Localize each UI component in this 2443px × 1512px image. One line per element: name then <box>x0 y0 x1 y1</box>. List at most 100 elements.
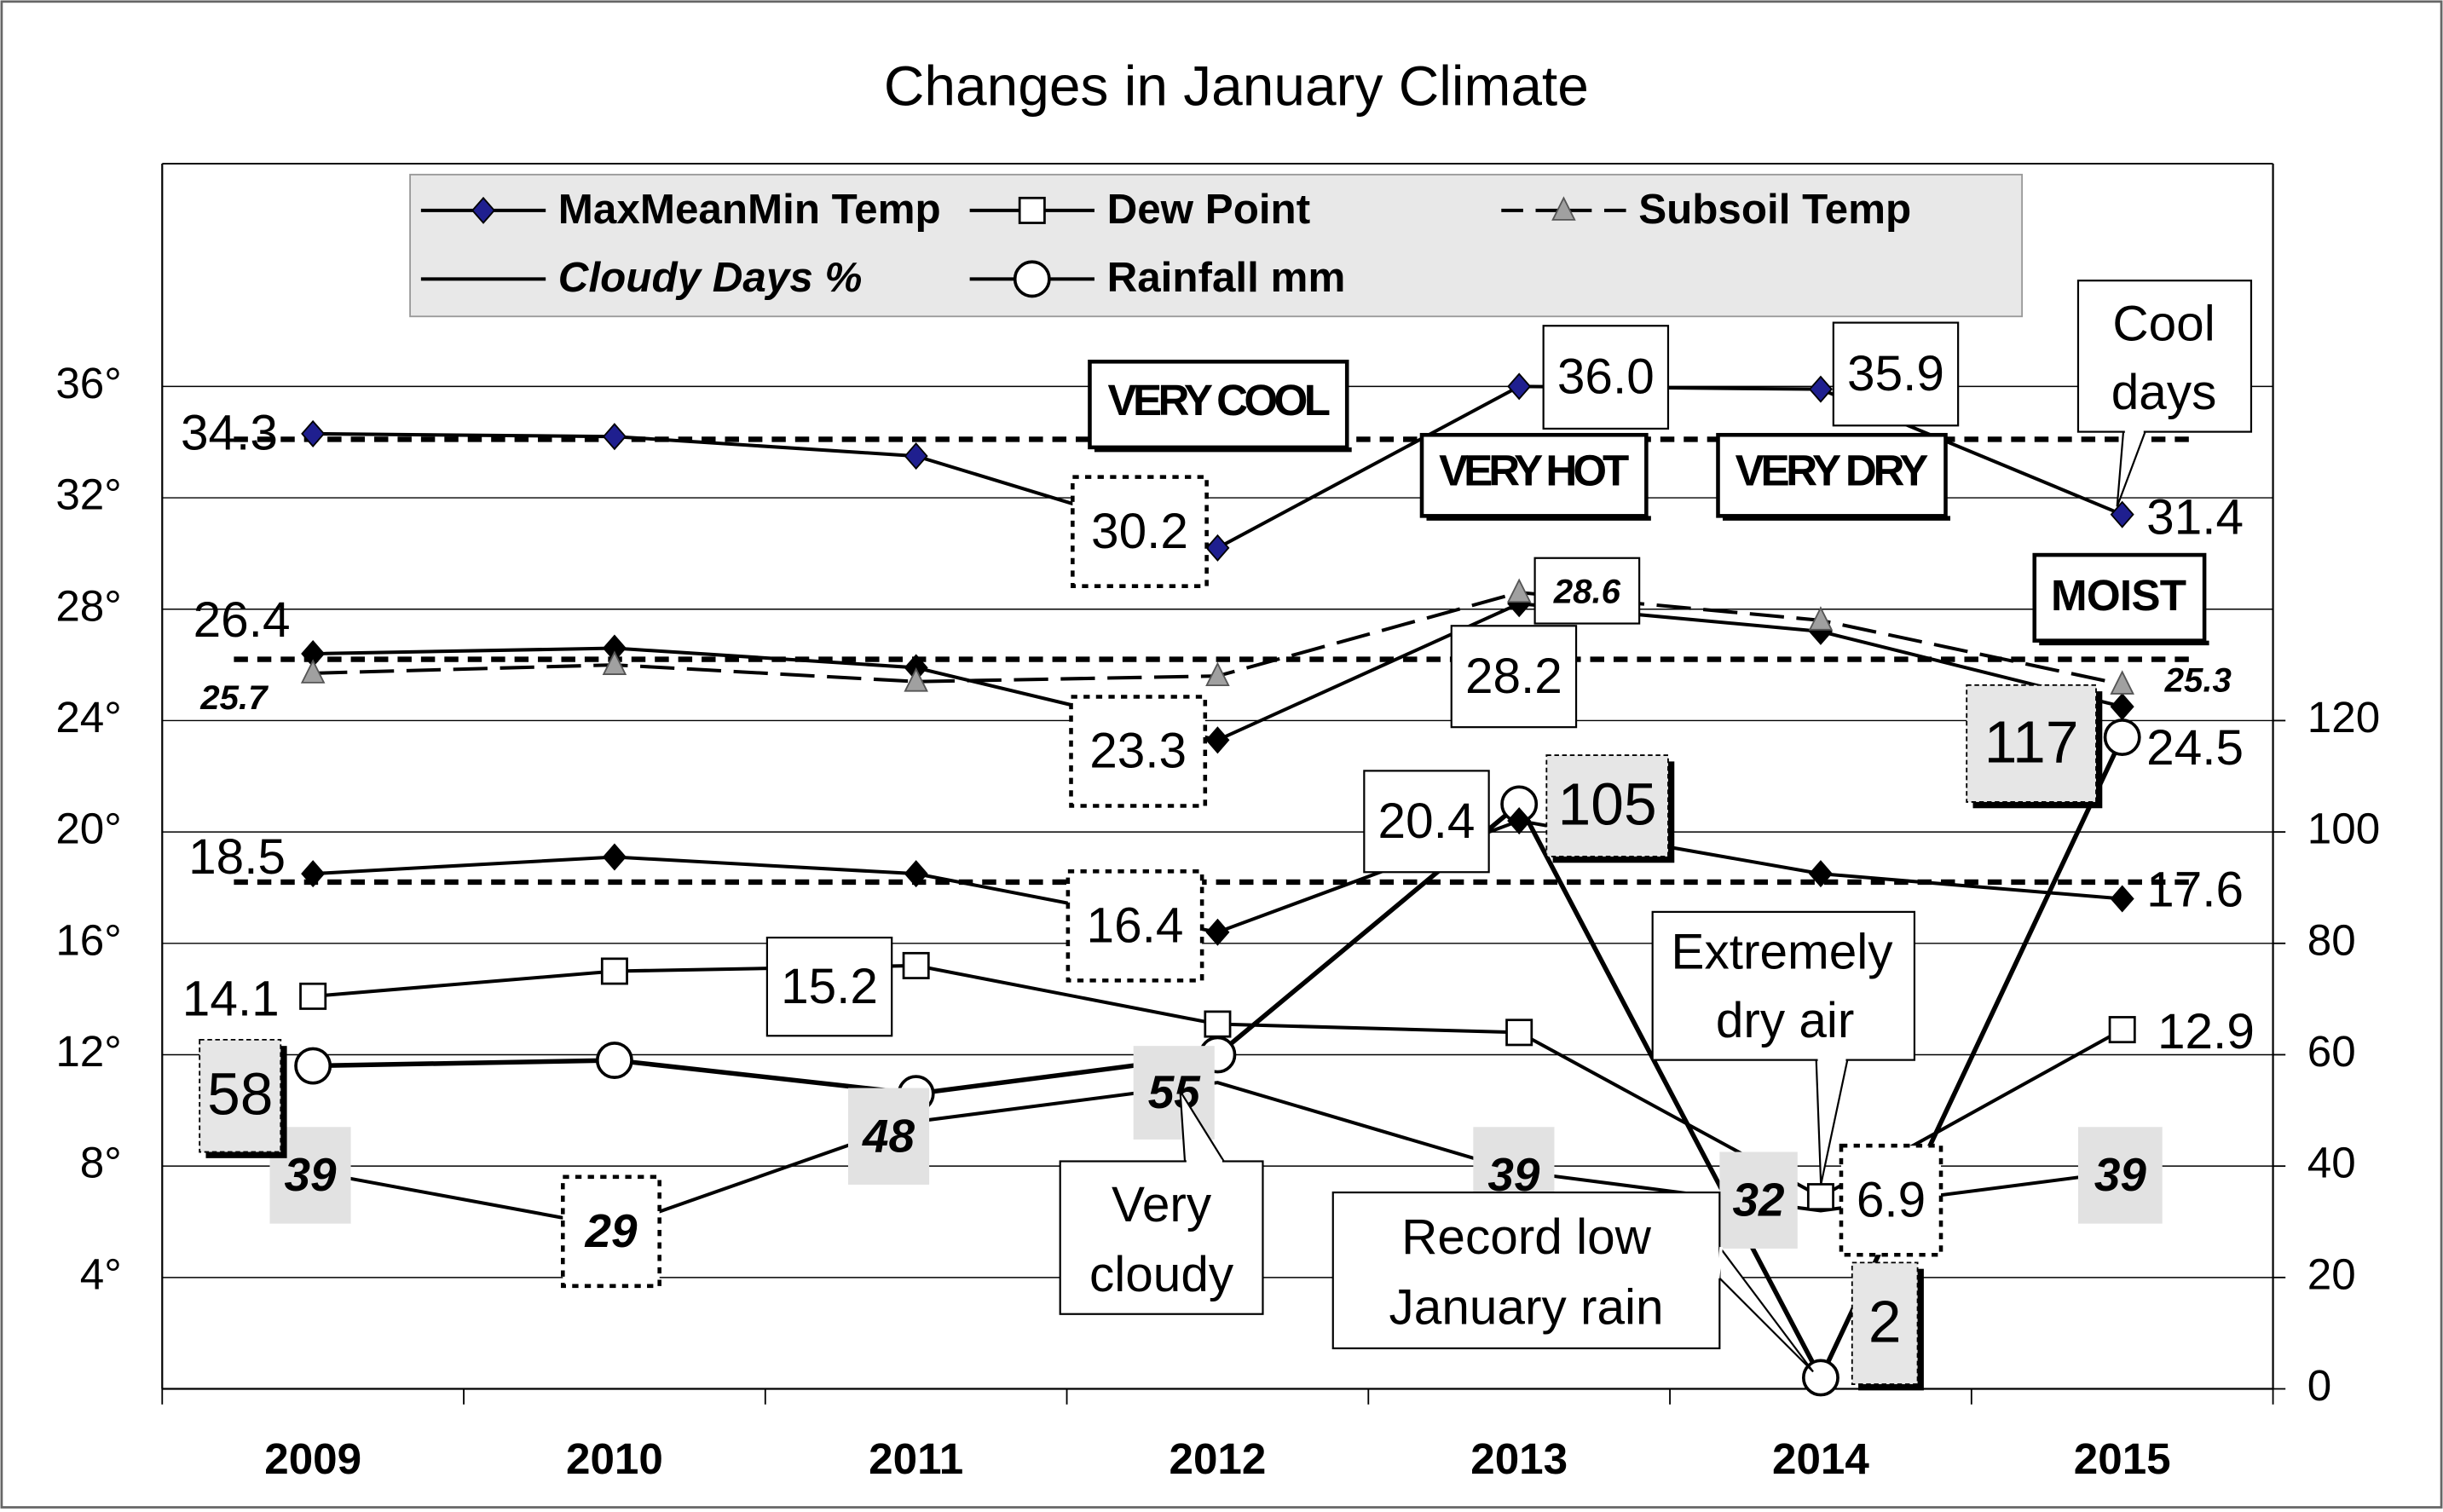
label-box <box>847 1088 930 1185</box>
data-label: 16.4 <box>1087 897 1184 953</box>
data-label: 39 <box>2094 1148 2147 1201</box>
label-box <box>1966 684 2097 803</box>
point <box>299 982 327 1010</box>
point <box>602 650 627 675</box>
annotation-box <box>1059 1160 1264 1315</box>
label-box <box>1071 475 1209 588</box>
data-label: 26.4 <box>193 592 291 648</box>
annotation: VERY HOT <box>1439 447 1629 495</box>
label-box <box>1069 695 1208 808</box>
y2-tick-label: 40 <box>2307 1139 2356 1187</box>
point <box>1205 918 1230 946</box>
annotation: Record low <box>1401 1209 1651 1265</box>
point <box>1205 534 1230 562</box>
y-tick-label: 4° <box>80 1249 122 1298</box>
point <box>904 860 928 888</box>
point <box>600 957 628 985</box>
data-label: 6.9 <box>1857 1172 1926 1227</box>
data-label: 39 <box>285 1148 338 1201</box>
point <box>300 659 326 684</box>
point <box>2103 718 2141 756</box>
x-tick-label: 2011 <box>869 1434 963 1483</box>
annotation-box <box>1331 1191 1721 1350</box>
annotation-box <box>1419 432 1649 518</box>
y2-tick-label: 60 <box>2307 1027 2356 1076</box>
x-tick-label: 2009 <box>264 1434 361 1483</box>
y2-tick-label: 0 <box>2307 1361 2331 1410</box>
annotation: Very <box>1112 1177 1212 1232</box>
y-tick-label: 24° <box>55 693 121 742</box>
label-box <box>1066 869 1204 983</box>
data-label: 34.3 <box>181 406 278 461</box>
x-tick-label: 2012 <box>1169 1434 1266 1483</box>
label-box <box>1832 321 1960 427</box>
y2-tick-label: 100 <box>2307 805 2380 853</box>
annotation-shadow <box>1426 516 1651 521</box>
x-tick-label: 2014 <box>1772 1434 1869 1483</box>
y-tick-label: 36° <box>55 359 121 407</box>
point <box>301 860 326 888</box>
y-tick-label: 32° <box>55 470 121 519</box>
legend-marker <box>471 196 496 224</box>
annotation: days <box>2111 365 2217 420</box>
point <box>2110 885 2134 913</box>
chart-title: Changes in January Climate <box>884 54 1589 117</box>
data-label: 105 <box>1558 771 1657 838</box>
label-box <box>1542 325 1670 430</box>
data-label: 14.1 <box>182 971 280 1026</box>
y-tick-label: 16° <box>55 915 121 964</box>
point <box>602 423 627 451</box>
point <box>2110 693 2134 721</box>
data-label: 18.5 <box>188 829 286 885</box>
point <box>595 1042 633 1079</box>
point <box>1808 860 1833 888</box>
data-label: 23.3 <box>1089 724 1187 779</box>
data-label: 24.5 <box>2146 720 2244 776</box>
annotation-box <box>1716 432 1948 518</box>
point <box>1505 1019 1533 1047</box>
y-tick-label: 12° <box>55 1027 121 1076</box>
point <box>301 419 326 447</box>
data-label: 20.4 <box>1378 794 1476 849</box>
y-tick-label: 8° <box>80 1139 122 1187</box>
data-label: 2 <box>1868 1289 1902 1355</box>
point <box>904 442 928 470</box>
data-label: 32 <box>1733 1173 1785 1226</box>
data-label: 29 <box>584 1204 638 1257</box>
y2-tick-label: 80 <box>2307 915 2356 964</box>
data-label: 12.9 <box>2157 1004 2255 1059</box>
annotation: Cool <box>2112 297 2215 352</box>
point <box>1806 1183 1834 1211</box>
label-box <box>1363 770 1490 874</box>
data-label: 15.2 <box>781 959 878 1014</box>
point <box>294 1047 332 1085</box>
point <box>1507 807 1532 835</box>
annotation: Extremely <box>1671 925 1893 980</box>
data-label: 25.3 <box>2164 661 2232 700</box>
x-tick-label: 2015 <box>2074 1434 2171 1483</box>
data-label: 17.6 <box>2146 862 2244 917</box>
data-label: 117 <box>1984 708 2079 775</box>
legend-marker <box>1018 196 1046 224</box>
annotation-box <box>2032 552 2207 643</box>
annotation: VERY DRY <box>1736 447 1929 495</box>
label-box <box>1450 625 1578 729</box>
annotation-shadow <box>2039 640 2209 646</box>
label-box <box>199 1038 282 1153</box>
label-box <box>2077 1127 2163 1224</box>
point <box>904 667 928 692</box>
callout-gap <box>1716 1246 1723 1278</box>
point <box>2108 1016 2136 1044</box>
annotation: January rain <box>1389 1280 1664 1336</box>
legend-label: MaxMeanMin Temp <box>558 186 941 233</box>
legend <box>409 173 2024 318</box>
annotation-box <box>1088 360 1349 450</box>
point <box>1205 661 1230 687</box>
data-label: 28.2 <box>1465 649 1562 704</box>
label-box <box>1719 1151 1798 1249</box>
point <box>1204 1010 1232 1038</box>
point <box>1808 606 1834 631</box>
legend-label: Cloudy Days % <box>558 254 863 301</box>
